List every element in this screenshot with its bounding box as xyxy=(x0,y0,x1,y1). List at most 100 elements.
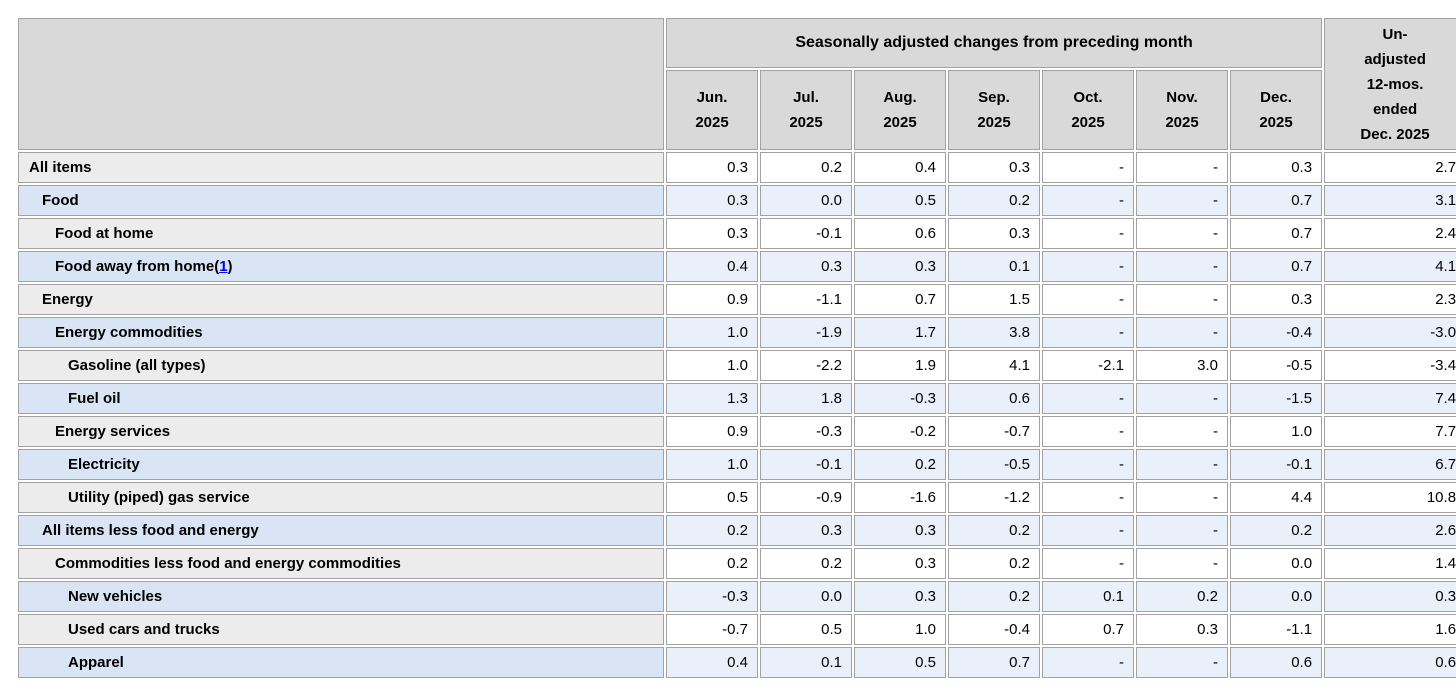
value-cell: -0.4 xyxy=(948,614,1040,645)
value-cell: 0.3 xyxy=(666,152,758,183)
value-cell: 1.0 xyxy=(666,350,758,381)
row-label-text: Used cars and trucks xyxy=(68,621,220,638)
value-cell: 4.1 xyxy=(948,350,1040,381)
row-label-text: Commodities less food and energy commodi… xyxy=(55,555,401,572)
value-cell: - xyxy=(1136,152,1228,183)
value-cell: 0.9 xyxy=(666,416,758,447)
cpi-changes-table: Seasonally adjusted changes from precedi… xyxy=(16,16,1456,680)
value-cell: 7.7 xyxy=(1324,416,1456,447)
row-label-text: Energy xyxy=(42,291,93,308)
table-row: Food away from home(1) 0.4 0.3 0.3 0.1- -0.7 4… xyxy=(18,251,1456,282)
row-label: Utility (piped) gas service xyxy=(18,482,664,513)
value-cell: 0.2 xyxy=(948,185,1040,216)
value-cell: -0.2 xyxy=(854,416,946,447)
value-cell: -0.9 xyxy=(760,482,852,513)
table-row: Food 0.3 0.0 0.5 0.2- -0.7 3.1 xyxy=(18,185,1456,216)
table-row: Used cars and trucks -0.7 0.5 1.0 -0.4 0.7 0.3… xyxy=(18,614,1456,645)
value-cell: 0.2 xyxy=(1230,515,1323,546)
value-cell: - xyxy=(1136,317,1228,348)
row-label-text: Electricity xyxy=(68,456,140,473)
value-cell: -0.5 xyxy=(948,449,1040,480)
row-label: Energy xyxy=(18,284,664,315)
row-label: Energy services xyxy=(18,416,664,447)
value-cell: 0.3 xyxy=(854,251,946,282)
month-header: Aug. 2025 xyxy=(854,70,946,150)
value-cell: 0.4 xyxy=(854,152,946,183)
row-label: Food xyxy=(18,185,664,216)
value-cell: - xyxy=(1042,416,1134,447)
value-cell: - xyxy=(1136,185,1228,216)
month-header: Dec. 2025 xyxy=(1230,70,1323,150)
value-cell: 1.0 xyxy=(666,449,758,480)
row-label: Electricity xyxy=(18,449,664,480)
value-cell: 0.6 xyxy=(948,383,1040,414)
value-cell: 0.6 xyxy=(1230,647,1323,678)
value-cell: 0.2 xyxy=(666,548,758,579)
row-label: Commodities less food and energy commodi… xyxy=(18,548,664,579)
value-cell: 2.7 xyxy=(1324,152,1456,183)
value-cell: - xyxy=(1136,548,1228,579)
value-cell: 2.6 xyxy=(1324,515,1456,546)
value-cell: 0.3 xyxy=(666,218,758,249)
row-label-text: Food away from home xyxy=(55,258,215,275)
row-label: Apparel xyxy=(18,647,664,678)
value-cell: 0.3 xyxy=(760,251,852,282)
value-cell: -0.1 xyxy=(760,218,852,249)
value-cell: 0.7 xyxy=(1042,614,1134,645)
value-cell: 0.1 xyxy=(1042,581,1134,612)
table-row: Fuel oil 1.3 1.8 -0.3 0.6- - -1.5 7.4 xyxy=(18,383,1456,414)
row-label: Fuel oil xyxy=(18,383,664,414)
value-cell: -1.6 xyxy=(854,482,946,513)
value-cell: 1.0 xyxy=(666,317,758,348)
footnote-link[interactable]: 1 xyxy=(219,258,228,275)
value-cell: 0.7 xyxy=(1230,185,1323,216)
value-cell: -1.2 xyxy=(948,482,1040,513)
value-cell: 0.6 xyxy=(1324,647,1456,678)
value-cell: 1.6 xyxy=(1324,614,1456,645)
value-cell: - xyxy=(1136,482,1228,513)
value-cell: 4.1 xyxy=(1324,251,1456,282)
value-cell: 0.2 xyxy=(760,152,852,183)
value-cell: 0.3 xyxy=(948,152,1040,183)
row-label: All items less food and energy xyxy=(18,515,664,546)
value-cell: - xyxy=(1042,383,1134,414)
row-label-text: All items less food and energy xyxy=(42,522,259,539)
value-cell: - xyxy=(1136,449,1228,480)
value-cell: - xyxy=(1136,284,1228,315)
value-cell: 0.3 xyxy=(854,515,946,546)
value-cell: -2.1 xyxy=(1042,350,1134,381)
value-cell: 1.5 xyxy=(948,284,1040,315)
row-label: Gasoline (all types) xyxy=(18,350,664,381)
row-label-text: Energy commodities xyxy=(55,324,203,341)
value-cell: 0.7 xyxy=(1230,218,1323,249)
value-cell: - xyxy=(1042,647,1134,678)
row-label: New vehicles xyxy=(18,581,664,612)
value-cell: 0.3 xyxy=(854,581,946,612)
table-row: New vehicles -0.3 0.0 0.3 0.2 0.1 0.2 0.0 0.3 xyxy=(18,581,1456,612)
unadjusted-12mo-header: Un- adjusted 12-mos. ended Dec. 2025 xyxy=(1324,18,1456,150)
value-cell: 0.5 xyxy=(854,647,946,678)
value-cell: 7.4 xyxy=(1324,383,1456,414)
row-label: Used cars and trucks xyxy=(18,614,664,645)
row-label: Food at home xyxy=(18,218,664,249)
value-cell: -0.3 xyxy=(760,416,852,447)
value-cell: 0.3 xyxy=(854,548,946,579)
value-cell: 0.0 xyxy=(760,581,852,612)
value-cell: -3.4 xyxy=(1324,350,1456,381)
value-cell: -0.1 xyxy=(760,449,852,480)
month-header: Jul. 2025 xyxy=(760,70,852,150)
value-cell: -1.9 xyxy=(760,317,852,348)
value-cell: - xyxy=(1042,449,1134,480)
table-row: All items 0.3 0.2 0.4 0.3- -0.3 2.7 xyxy=(18,152,1456,183)
value-cell: -0.4 xyxy=(1230,317,1323,348)
value-cell: 6.7 xyxy=(1324,449,1456,480)
value-cell: -0.7 xyxy=(948,416,1040,447)
month-header: Sep. 2025 xyxy=(948,70,1040,150)
value-cell: - xyxy=(1042,548,1134,579)
row-label-text: Food at home xyxy=(55,225,154,242)
value-cell: -0.7 xyxy=(666,614,758,645)
value-cell: 0.3 xyxy=(1230,152,1323,183)
row-label-text: Fuel oil xyxy=(68,390,121,407)
value-cell: 1.0 xyxy=(1230,416,1323,447)
month-header: Nov. 2025 xyxy=(1136,70,1228,150)
